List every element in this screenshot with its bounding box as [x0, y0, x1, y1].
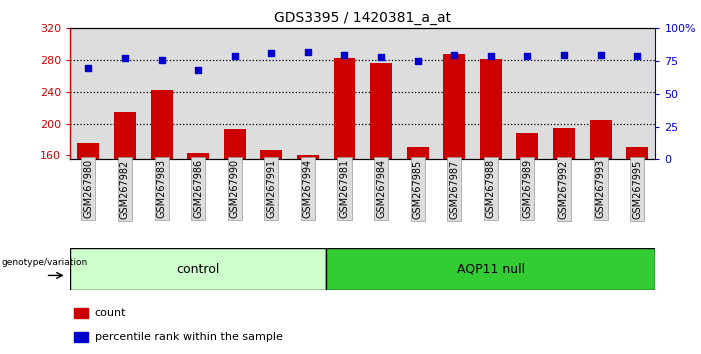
- Point: [119, 56, 130, 61]
- Point: [302, 49, 313, 55]
- Bar: [77, 143, 100, 159]
- Bar: [509, 28, 545, 159]
- Bar: [583, 28, 619, 159]
- Point: [266, 50, 277, 56]
- Point: [485, 53, 496, 59]
- Bar: [70, 28, 107, 159]
- Text: GSM267995: GSM267995: [632, 159, 642, 218]
- Text: GSM267990: GSM267990: [230, 159, 240, 218]
- Text: GSM267985: GSM267985: [413, 159, 423, 218]
- Point: [376, 54, 387, 60]
- Bar: [370, 63, 392, 159]
- Bar: [400, 28, 436, 159]
- Text: GSM267993: GSM267993: [596, 159, 606, 218]
- Text: GSM267989: GSM267989: [522, 159, 532, 218]
- Point: [193, 67, 204, 73]
- Bar: [151, 90, 172, 159]
- Bar: [74, 332, 88, 342]
- Text: GSM267980: GSM267980: [83, 159, 93, 218]
- Bar: [187, 153, 209, 159]
- Text: GSM267984: GSM267984: [376, 159, 386, 218]
- Bar: [443, 54, 465, 159]
- Bar: [517, 133, 538, 159]
- Point: [449, 52, 460, 57]
- Point: [339, 52, 350, 57]
- FancyBboxPatch shape: [70, 248, 326, 290]
- Bar: [436, 28, 472, 159]
- Text: GSM267991: GSM267991: [266, 159, 276, 218]
- Text: GSM267987: GSM267987: [449, 159, 459, 218]
- Point: [595, 52, 606, 57]
- Bar: [224, 129, 246, 159]
- Bar: [107, 28, 143, 159]
- Text: GSM267981: GSM267981: [339, 159, 350, 218]
- Point: [559, 52, 570, 57]
- Text: AQP11 null: AQP11 null: [457, 263, 525, 275]
- Bar: [626, 147, 648, 159]
- Bar: [180, 28, 217, 159]
- Bar: [590, 120, 611, 159]
- Point: [522, 53, 533, 59]
- Text: GSM267986: GSM267986: [193, 159, 203, 218]
- Bar: [114, 112, 136, 159]
- Text: GSM267992: GSM267992: [559, 159, 569, 218]
- Text: GSM267994: GSM267994: [303, 159, 313, 218]
- Bar: [260, 150, 283, 159]
- Title: GDS3395 / 1420381_a_at: GDS3395 / 1420381_a_at: [274, 11, 451, 24]
- Bar: [334, 58, 355, 159]
- Point: [412, 58, 423, 64]
- FancyBboxPatch shape: [326, 248, 655, 290]
- Bar: [553, 127, 575, 159]
- Bar: [619, 28, 655, 159]
- Bar: [297, 155, 319, 159]
- Text: GSM267983: GSM267983: [156, 159, 167, 218]
- Text: genotype/variation: genotype/variation: [1, 258, 88, 267]
- Bar: [74, 308, 88, 318]
- Bar: [143, 28, 180, 159]
- Bar: [326, 28, 363, 159]
- Text: percentile rank within the sample: percentile rank within the sample: [95, 332, 283, 342]
- Point: [83, 65, 94, 70]
- Point: [156, 57, 167, 63]
- Bar: [472, 28, 509, 159]
- Point: [632, 53, 643, 59]
- Text: GSM267988: GSM267988: [486, 159, 496, 218]
- Bar: [253, 28, 290, 159]
- Bar: [290, 28, 326, 159]
- Bar: [545, 28, 583, 159]
- Point: [229, 53, 240, 59]
- Text: GSM267982: GSM267982: [120, 159, 130, 218]
- Bar: [407, 147, 428, 159]
- Bar: [363, 28, 400, 159]
- Bar: [217, 28, 253, 159]
- Bar: [479, 59, 502, 159]
- Text: count: count: [95, 308, 126, 318]
- Text: control: control: [177, 263, 220, 275]
